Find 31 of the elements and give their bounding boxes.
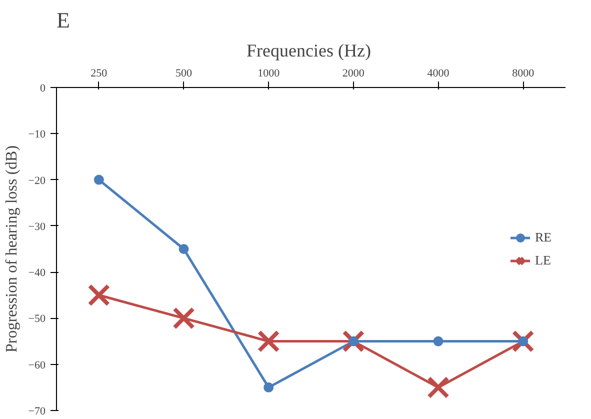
- y-tick-label: −10: [28, 128, 46, 141]
- x-axis-title: Frequencies (Hz): [246, 40, 371, 60]
- y-tick-label: −20: [28, 174, 46, 187]
- point: [264, 382, 274, 392]
- point: [88, 284, 110, 306]
- y-tick-label: 0: [40, 82, 46, 94]
- point: [172, 307, 195, 330]
- y-tick-label: −60: [28, 359, 46, 372]
- x-tick-label: 1000: [258, 68, 280, 80]
- point: [348, 336, 358, 346]
- y-tick-label: −40: [28, 267, 46, 280]
- point: [512, 330, 534, 352]
- x-tick-label: 4000: [427, 68, 450, 80]
- point: [342, 330, 365, 352]
- legend-label: RE: [535, 229, 553, 245]
- y-tick-label: −50: [28, 313, 46, 326]
- x-tick-label: 250: [90, 68, 108, 80]
- point: [178, 244, 189, 254]
- x-tick-label: 8000: [512, 68, 535, 80]
- point: [94, 174, 104, 185]
- point: [427, 376, 450, 399]
- y-tick-label: −70: [28, 406, 46, 418]
- y-axis-title: Progression of hearing loss (dB): [3, 145, 20, 353]
- x-tick-label: 500: [176, 68, 192, 80]
- x-tick-label: 2000: [342, 68, 365, 80]
- point: [433, 336, 444, 346]
- point: [257, 330, 280, 352]
- y-tick-label: −30: [28, 220, 46, 233]
- legend-label: LE: [535, 252, 552, 268]
- point: [518, 336, 528, 346]
- chart-title: E: [56, 8, 70, 32]
